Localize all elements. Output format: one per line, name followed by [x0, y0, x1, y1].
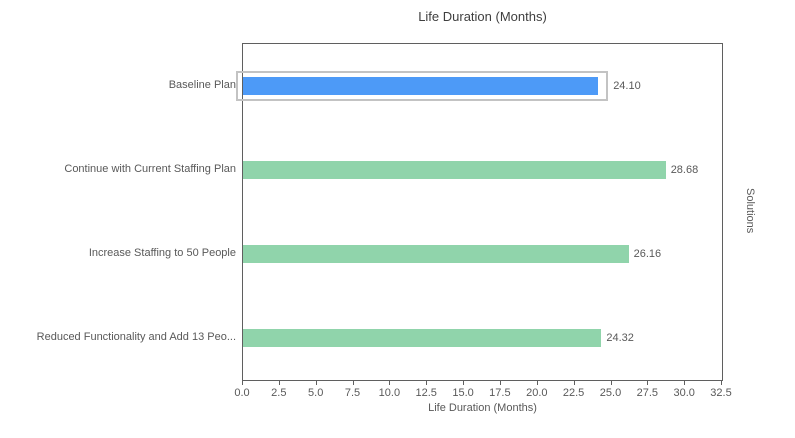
x-tick	[721, 380, 722, 385]
x-tick-label: 2.5	[271, 387, 287, 399]
bar-row: 28.68	[243, 128, 722, 212]
x-tick	[426, 380, 428, 385]
x-tick-label: 7.5	[344, 387, 361, 399]
x-tick-label: 25.0	[599, 387, 622, 399]
bar-value-label: 24.10	[613, 80, 641, 92]
x-tick-label: 27.5	[636, 387, 659, 399]
bar-value-label: 28.68	[670, 164, 699, 176]
x-tick	[242, 380, 243, 385]
x-axis: 0.0 2.5 5.0 7.5 10.0 12.5 15.0 17.5 20.0 22.5 25.0…	[234, 380, 732, 420]
x-tick-label: 0.0	[234, 387, 250, 399]
x-tick-label: 12.5	[415, 387, 437, 399]
plot-area: 24.10 28.68 26.16 24.32	[236, 43, 723, 381]
x-tick	[536, 380, 538, 385]
x-tick-label: 10.0	[378, 387, 401, 399]
bar-row: 26.16	[243, 212, 722, 296]
category-label: Continue with Current Staffing Plan	[64, 163, 236, 175]
x-tick-label: 15.0	[452, 387, 474, 399]
x-axis-title: Life Duration (Months)	[428, 402, 537, 414]
bar-row: 24.10	[236, 44, 722, 128]
x-tick-label: 30.0	[673, 387, 695, 399]
category-label: Increase Staffing to 50 People	[88, 247, 236, 259]
x-tick-label: 20.0	[526, 387, 548, 399]
bar-value-label: 26.16	[633, 248, 662, 260]
bar[interactable]	[243, 245, 629, 263]
bar-row: 24.32	[243, 296, 722, 380]
x-tick	[389, 380, 391, 385]
x-tick	[352, 380, 354, 385]
x-tick	[463, 380, 465, 385]
x-tick-label: 32.5	[710, 387, 732, 399]
x-tick-label: 5.0	[308, 387, 324, 399]
x-tick-label: 17.5	[489, 387, 511, 399]
bar[interactable]	[243, 329, 602, 347]
chart-title: Life Duration (Months)	[418, 9, 547, 24]
x-tick	[315, 380, 317, 385]
x-tick	[610, 380, 612, 385]
x-tick-label: 22.5	[562, 387, 585, 399]
x-tick	[499, 380, 501, 385]
x-tick	[647, 380, 649, 385]
category-axis: Baseline Plan Continue with Current Staff…	[0, 43, 236, 379]
x-tick	[278, 380, 280, 385]
bar[interactable]	[243, 77, 599, 95]
x-tick	[573, 380, 575, 385]
selection-outline	[236, 71, 609, 101]
category-label: Reduced Functionality and Add 13 Peo...	[36, 331, 236, 343]
bar-value-label: 24.32	[606, 332, 634, 344]
category-label: Baseline Plan	[168, 79, 236, 91]
plot-rows: 24.10 28.68 26.16 24.32	[236, 44, 722, 380]
x-tick	[684, 380, 686, 385]
y-axis-title: Solutions	[744, 43, 756, 379]
y-axis-title-text: Solutions	[744, 188, 756, 234]
bar[interactable]	[243, 161, 666, 179]
